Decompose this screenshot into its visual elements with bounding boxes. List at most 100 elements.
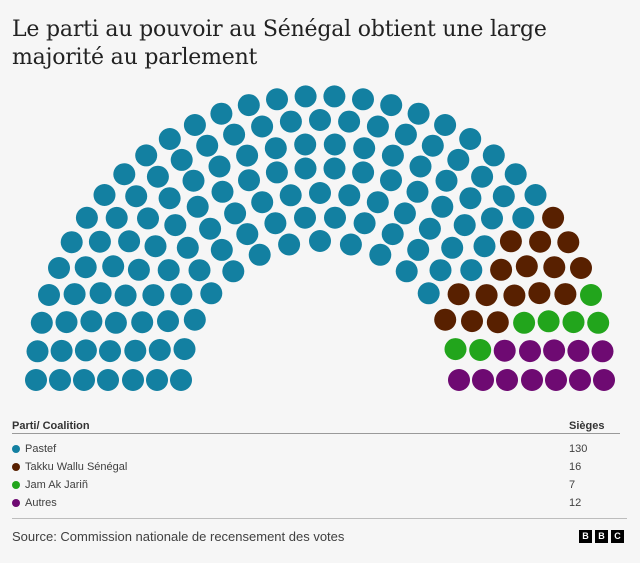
seat-dot [102,255,125,278]
seat-dot [146,165,169,188]
seat-dot [183,114,206,136]
seat-dot [503,284,526,307]
seat-dot [562,311,585,334]
seat-dot [88,230,111,253]
seat-dot [460,259,483,282]
seat-dot [264,212,287,235]
seat-dot [323,133,346,156]
seat-dot [473,235,496,258]
seat-dot [461,310,483,333]
seat-dot [294,85,317,108]
seat-dot [447,148,470,171]
seat-dot [48,257,70,279]
seat-dot [324,206,346,229]
seat-dot [186,195,209,218]
seat-dot [591,340,614,363]
seat-dot [75,206,98,229]
legend-row-pastef: Pastef 130 [12,440,620,458]
seat-dot [210,102,233,125]
seat-dot [248,243,271,266]
seat-dot [492,185,515,208]
seat-dot [264,137,287,160]
seat-dot [99,340,121,363]
seat-dot [418,217,441,240]
seat-dot [421,134,444,157]
seat-dot [543,339,566,362]
seat-dot [208,155,231,178]
seat-dot [490,258,513,281]
seat-dot [406,180,429,203]
seat-dot [309,230,331,252]
seat-dot [444,338,467,361]
seat-dot [146,369,168,391]
party-name: Autres [25,497,57,509]
seat-dot [338,184,361,207]
party-name: Pastef [25,443,57,455]
seat-dot [395,260,418,283]
seat-dot [528,282,551,305]
seat-dot [50,339,73,362]
seat-dot [515,255,538,278]
seat-dot [170,369,192,391]
seat-dot [176,236,199,259]
seat-dot [409,155,432,178]
seat-dot [496,369,518,391]
seat-dot [499,230,522,253]
bbc-logo-letter: B [579,530,592,543]
seat-dot [352,161,375,184]
seat-dot [170,148,193,171]
seat-dot [173,338,196,361]
seat-dot [504,163,527,186]
seat-dot [469,339,492,361]
seat-dot [472,369,494,391]
seat-dot [481,207,503,230]
seat-dot [580,284,602,306]
seat-dot [131,311,154,334]
party-name: Takku Wallu Sénégal [25,461,128,473]
seat-dot [60,231,83,254]
seat-dot [369,243,392,266]
seat-count: 7 [569,479,576,491]
source-text: Source: Commission nationale de recensem… [12,529,345,544]
seat-dot [105,206,128,229]
seat-dot [587,311,610,334]
chart-title: Le parti au pouvoir au Sénégal obtient u… [12,17,547,70]
seat-dot [211,180,234,203]
seat-dot [113,163,136,186]
seat-dot [158,187,181,210]
seat-count: 130 [569,443,588,455]
seat-dot [393,202,416,225]
legend-header-party: Parti/ Coalition [12,420,90,432]
seat-dot [104,311,127,334]
seat-dot [238,169,260,192]
seat-dot [394,123,417,146]
seat-dot [482,144,505,167]
seat-dot [353,137,376,160]
seat-dot [210,238,233,261]
seat-dot [434,308,457,331]
seat-count: 12 [569,497,582,509]
legend-row-autres: Autres 12 [12,494,620,512]
seat-dot [63,283,86,306]
seat-dot [429,259,452,282]
seat-dot [148,339,171,361]
seat-dot [567,339,590,362]
seat-dot [93,184,116,206]
seat-dot [380,94,403,117]
seat-dot [182,169,205,192]
seat-dot [441,236,464,259]
seat-dot [157,310,179,333]
seat-dot [73,369,95,391]
seat-dot [74,339,97,362]
seat-dot [381,223,404,246]
seat-dot [137,207,159,230]
seat-dot [543,256,566,279]
legend-row-jam-ak-jarin: Jam Ak Jariñ 7 [12,476,620,494]
seat-dot [366,115,389,138]
bbc-logo-letter: B [595,530,608,543]
seat-dot [309,182,331,204]
seat-dot [200,282,223,305]
seat-dot [512,206,535,229]
seat-dot [170,283,193,306]
seat-dot [339,233,362,256]
